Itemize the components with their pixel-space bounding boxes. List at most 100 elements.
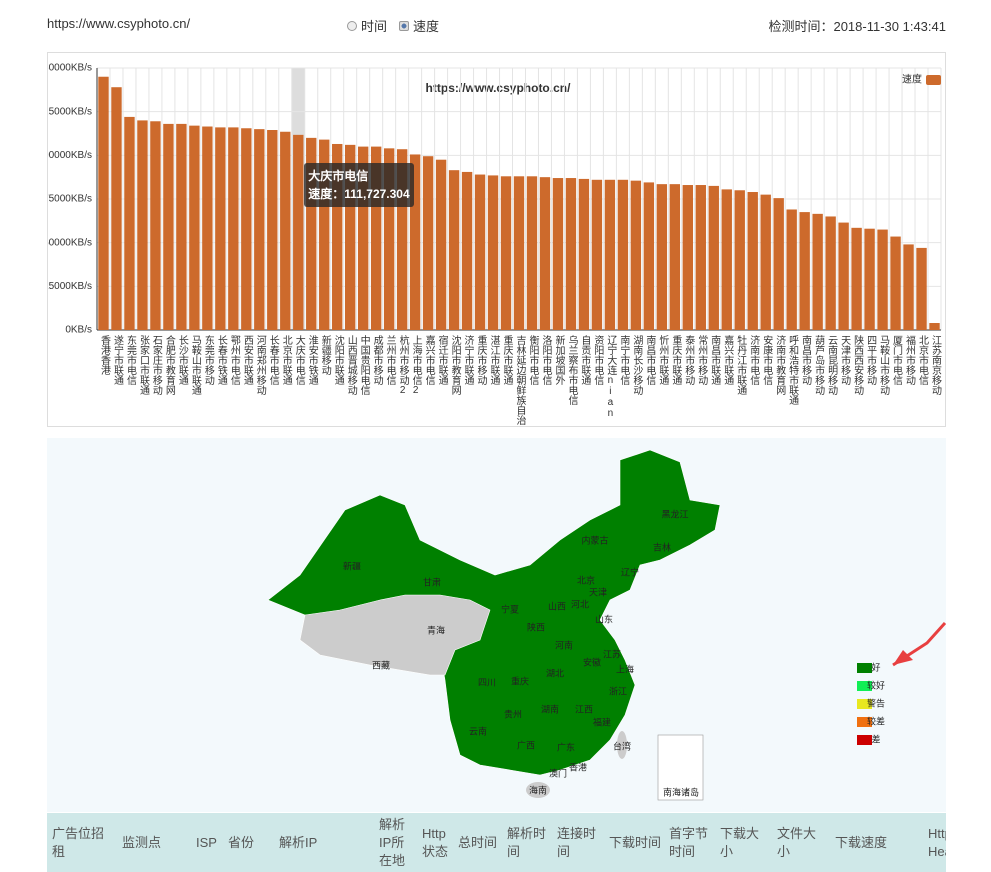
province-label: 甘肃 [423,576,441,587]
bar [370,146,382,330]
province-label: 北京 [577,574,595,585]
y-tick-label: 100000KB/s [48,150,92,161]
province-label: 四川 [478,677,496,687]
column-header: 解析时间 [507,825,547,859]
province-label: 南海诸岛 [663,786,699,797]
bar [241,128,252,330]
bar [422,156,434,330]
bar [150,121,161,330]
bar [215,127,226,331]
province-label: 内蒙古 [581,534,608,545]
x-tick-label: 兰州市电信 [384,335,396,385]
province-label: 宁夏 [501,603,519,614]
bar [202,126,213,330]
south-sea-box [657,734,704,801]
x-tick-label: 江苏南京移动 [929,335,941,395]
x-tick-label: 安康市电信 [760,335,772,385]
province-label: 陕西 [527,621,545,632]
y-tick-label: 125000KB/s [48,106,92,117]
x-tick-label: 西安市联通 [241,335,253,385]
tooltip-title: 大庆市电信 [308,169,369,183]
province-label: 香港 [569,761,587,772]
province-label: 青海 [427,624,445,635]
x-tick-label: 沈阳市教育网 [449,335,461,395]
x-tick-label: 鄂州市电信 [228,335,240,385]
radio-button[interactable] [347,21,357,31]
bar [513,176,525,330]
province-label: 云南 [469,725,487,736]
bar [461,171,473,330]
bar [189,125,200,330]
bar [280,131,291,330]
x-tick-label: 香港香港 [98,335,110,375]
legend-label: 较差 [867,715,885,726]
bar [552,178,564,330]
tooltip: 大庆市电信 速度：111,727.304 [304,163,414,207]
legend-label: 差 [871,733,880,744]
province-label: 黑龙江 [661,508,688,519]
legend-label: 警告 [867,697,885,708]
x-tick-label: 大庆市电信 [293,335,305,385]
column-header: 下载速度 [835,834,888,850]
x-tick-label: 山西晋城移动 [345,335,357,395]
bar [773,198,784,330]
x-tick-label: 张家口市联通 [137,335,149,395]
x-tick-label: 厦门市电信 [890,335,902,385]
bar [396,149,408,330]
bar [98,76,109,330]
bar [851,227,862,330]
bar [643,182,655,330]
radio-option[interactable]: 速度 [399,19,439,34]
bar [306,137,317,330]
province-label: 台湾 [613,740,631,751]
y-tick-label: 50000KB/s [48,237,92,248]
x-tick-label: 长春市铁通 [215,335,227,385]
legend-swatch [857,663,872,673]
x-tick-label: 泰州市移动 [682,335,694,385]
bar [448,170,460,330]
column-header: 省份 [228,834,255,850]
bar [877,229,888,330]
column-header: 首字节时间 [669,825,709,859]
bar [747,192,758,330]
province-label: 贵州 [504,708,522,719]
bar [111,87,122,330]
province-label: 重庆 [511,675,529,686]
bar [890,236,901,330]
legend-swatch [857,681,872,691]
x-tick-label: 嘉兴市联通 [721,335,733,385]
x-tick-label: 重庆市移动 [475,335,487,385]
province-label: 澳门 [549,767,567,778]
bar [604,179,616,330]
radio-option[interactable]: 时间 [347,19,387,34]
site-url: https://www.csyphoto.cn/ [47,16,191,31]
column-header: ISP [196,834,217,850]
bar [656,184,668,330]
province-label: 安徽 [583,656,601,667]
province-label: 山西 [548,601,566,611]
legend-label: 好 [871,661,880,672]
x-tick-label: 陕西西安移动 [851,335,863,395]
province-label: 湖北 [546,668,564,678]
x-tick-label: 石家庄市移动 [150,335,162,395]
x-tick-label: 洛阳市电信 [539,335,551,385]
x-tick-label: 四平市移动 [864,335,876,385]
province-label: 辽宁 [621,566,639,577]
x-tick-label: 遂宁市联通 [111,335,123,385]
x-tick-label: 北京市电信 [916,335,928,385]
province-label: 上海 [616,663,634,674]
x-tick-label: 济南市教育网 [773,335,785,395]
radio-button[interactable] [399,21,410,31]
y-tick-label: 0KB/s [65,325,92,336]
legend-swatch [926,75,941,85]
bar [124,116,135,330]
province-label: 河南 [555,639,573,650]
x-tick-label: 自贡市联通 [578,335,590,385]
x-tick-label: 淮安市铁通 [306,335,318,385]
x-tick-label: 南昌市联通 [708,335,720,385]
province-label: 广东 [557,741,575,752]
bar [474,174,486,330]
province-label: 江西 [575,704,593,714]
legend-swatch [857,735,872,745]
y-tick-label: 150000KB/s [48,63,92,74]
